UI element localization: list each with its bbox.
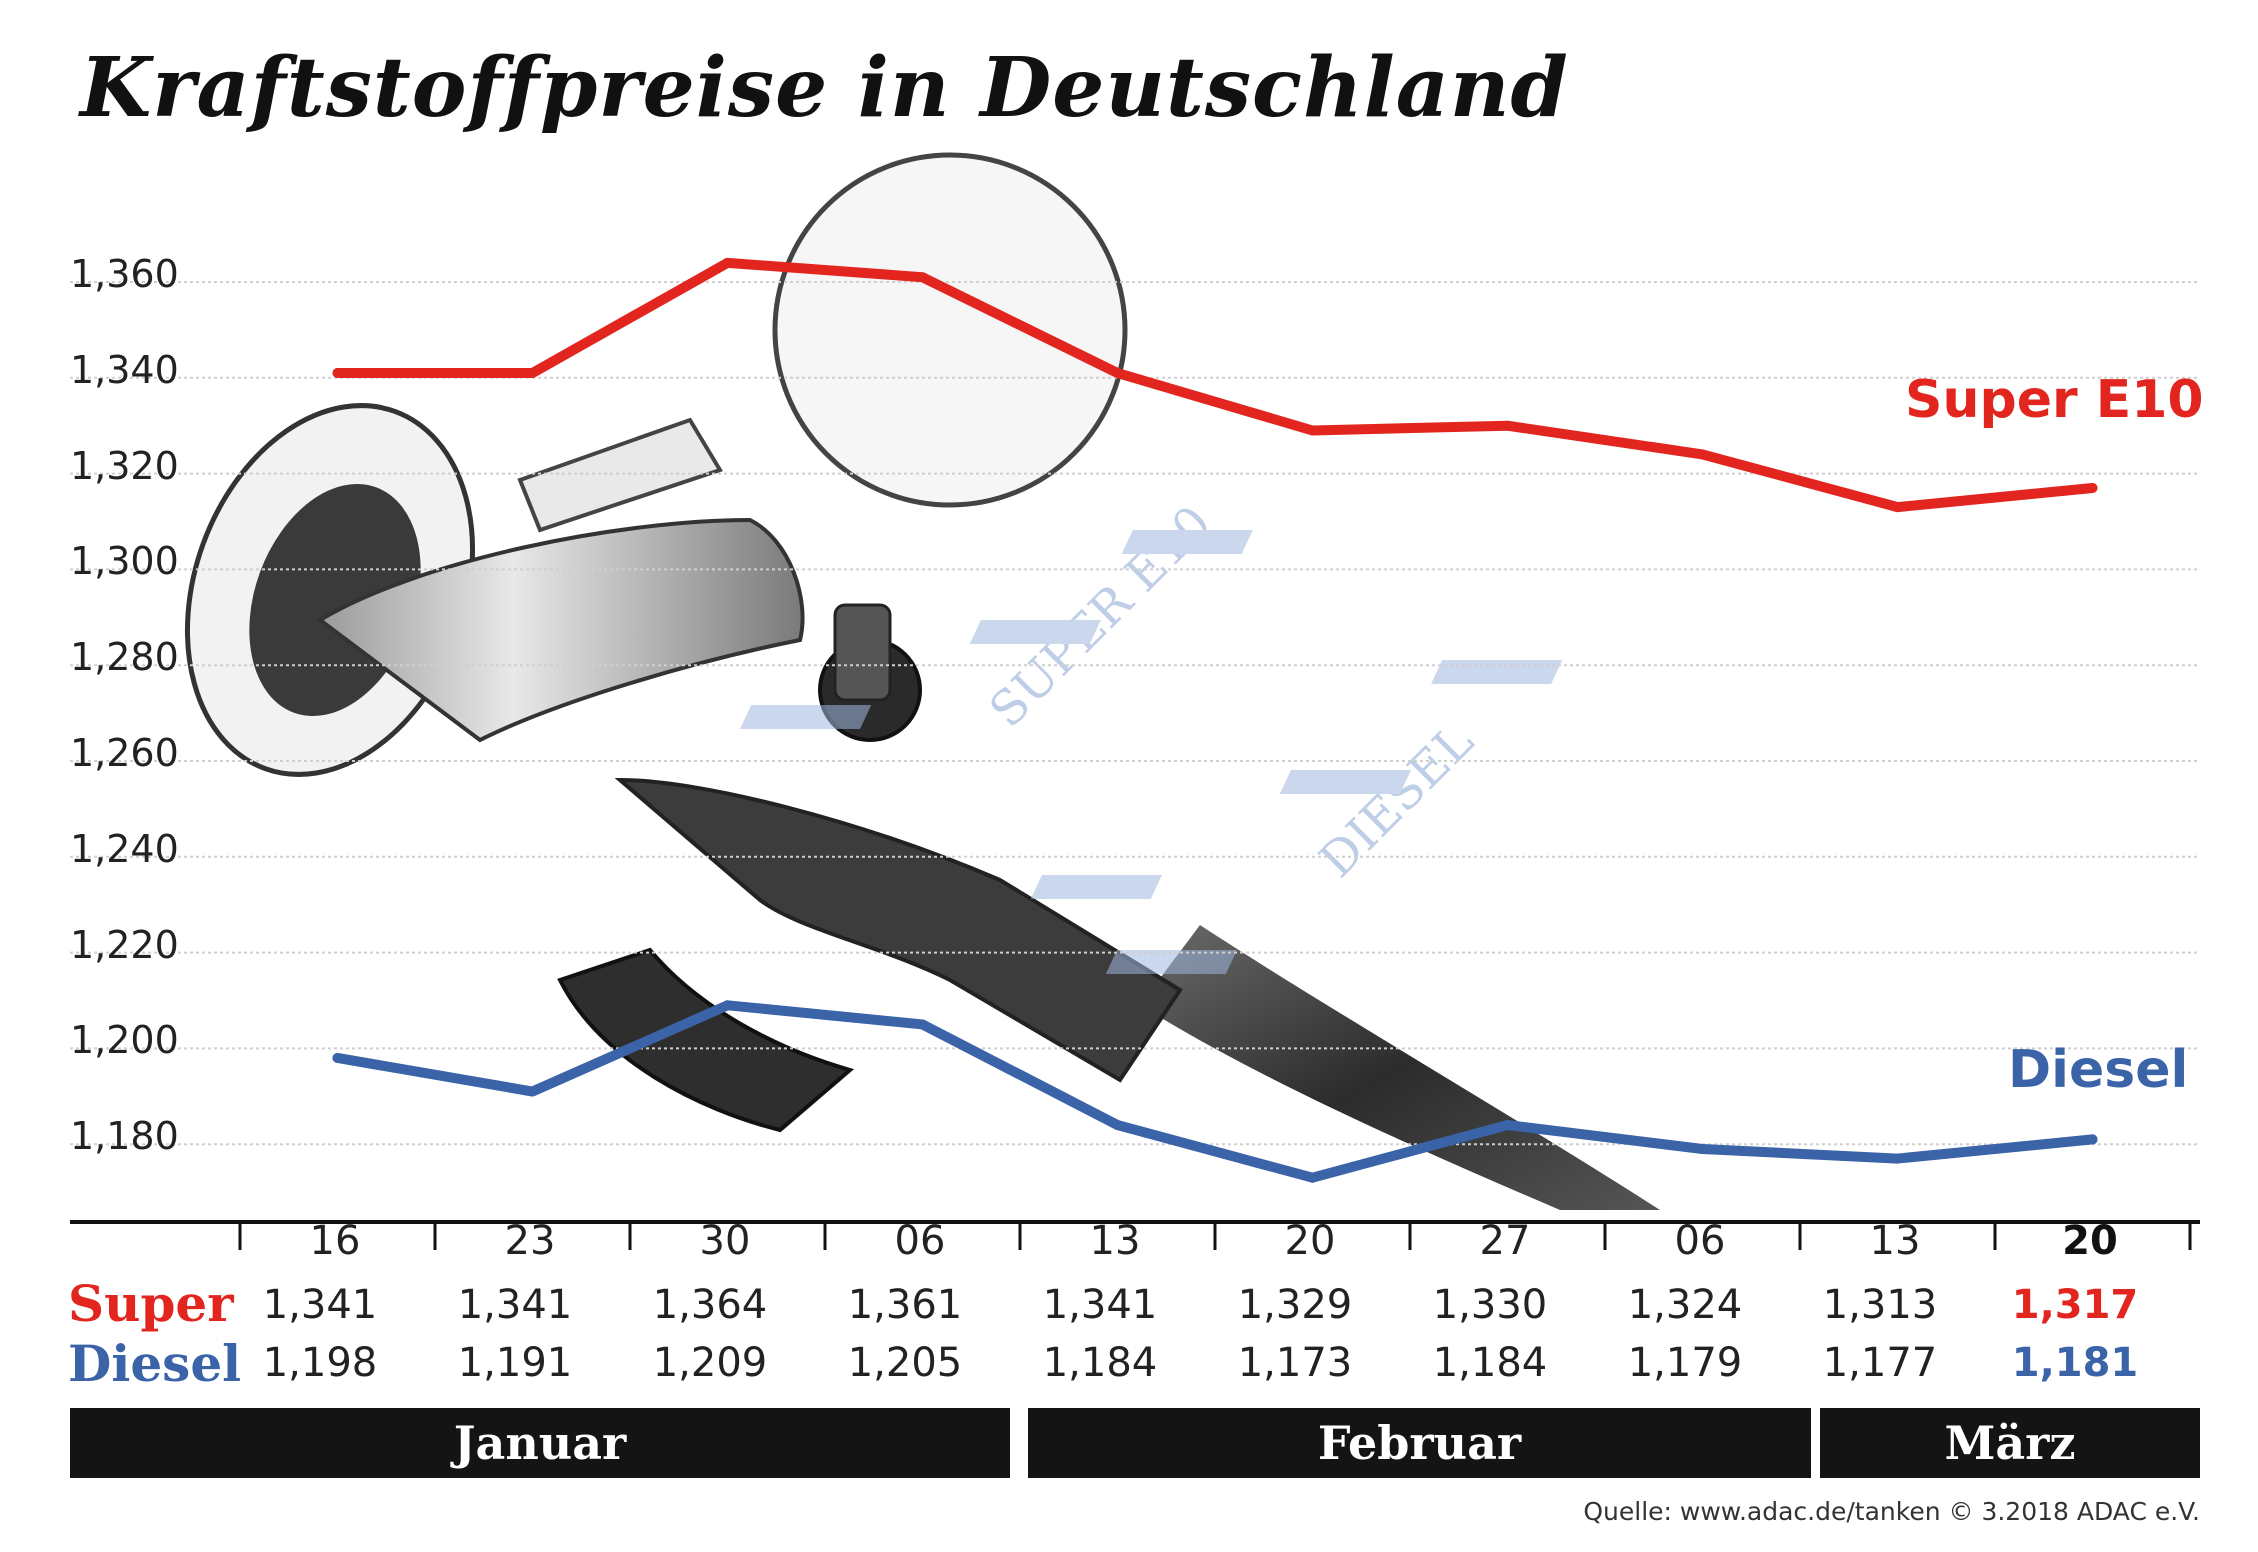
- x-tick-label: 20: [2062, 1218, 2118, 1264]
- data-point: [1112, 368, 1123, 379]
- x-tick-label: 16: [309, 1218, 361, 1264]
- data-point: [527, 1086, 538, 1097]
- table-cell-super: 1,361: [847, 1282, 963, 1328]
- table-cell-super: 1,341: [1042, 1282, 1158, 1328]
- table-cell-super: 1,341: [262, 1282, 378, 1328]
- table-cell-super: 1,329: [1237, 1282, 1353, 1328]
- table-cell-diesel: 1,209: [652, 1340, 768, 1386]
- data-point: [332, 368, 343, 379]
- table-cell-diesel: 1,173: [1237, 1340, 1353, 1386]
- table-label-super: Super: [68, 1274, 234, 1333]
- gridlines: [70, 281, 2200, 1146]
- data-point: [917, 1019, 928, 1030]
- table-cell-super: 1,330: [1432, 1282, 1548, 1328]
- month-bar-february: Februar: [1028, 1408, 1811, 1478]
- data-point: [1502, 420, 1513, 431]
- table-cell-diesel: 1,177: [1822, 1340, 1938, 1386]
- x-tick-label: 13: [1869, 1218, 1921, 1264]
- series-label-super: Super E10: [1905, 370, 2204, 430]
- month-bar-january: Januar: [70, 1408, 1010, 1478]
- nozzle-handle-icon: [614, 777, 1183, 1083]
- x-tick-label: 23: [504, 1218, 556, 1264]
- series-label-diesel: Diesel: [2008, 1040, 2189, 1100]
- series-line-super-e10: [332, 257, 2098, 513]
- y-tick-label: 1,280: [70, 635, 179, 680]
- data-point: [1892, 502, 1903, 513]
- y-tick-label: 1,260: [70, 731, 179, 775]
- data-point: [1697, 449, 1708, 460]
- x-tick-label: 27: [1479, 1218, 1531, 1264]
- data-point: [527, 368, 538, 379]
- table-cell-diesel: 1,184: [1042, 1340, 1158, 1386]
- data-point: [722, 257, 733, 268]
- x-tick-label: 20: [1284, 1218, 1336, 1264]
- data-point: [1892, 1153, 1903, 1164]
- x-tick-label: 06: [894, 1218, 946, 1264]
- data-point: [1307, 1172, 1318, 1183]
- table-label-diesel: Diesel: [68, 1334, 242, 1393]
- month-bar-march: März: [1820, 1408, 2200, 1478]
- table-cell-super: 1,341: [457, 1282, 573, 1328]
- y-tick-label: 1,340: [70, 347, 179, 392]
- x-tick-label: 30: [699, 1218, 751, 1264]
- table-cell-diesel: 1,184: [1432, 1340, 1548, 1386]
- data-point: [1112, 1120, 1123, 1131]
- table-cell-diesel: 1,191: [457, 1340, 573, 1386]
- source-note: Quelle: www.adac.de/tanken © 3.2018 ADAC…: [1583, 1497, 2200, 1526]
- table-cell-diesel: 1,205: [847, 1340, 963, 1386]
- y-tick-label: 1,200: [70, 1018, 179, 1063]
- y-tick-label: 1,300: [70, 539, 179, 584]
- series-line-diesel: [332, 1000, 2098, 1183]
- table-cell-diesel: 1,198: [262, 1340, 378, 1386]
- data-point: [2087, 482, 2098, 493]
- x-tick-label: 13: [1089, 1218, 1141, 1264]
- y-tick-label: 1,180: [70, 1114, 179, 1159]
- data-point: [917, 272, 928, 283]
- data-point: [332, 1052, 343, 1063]
- x-tick-label: 06: [1674, 1218, 1726, 1264]
- data-point: [722, 1000, 733, 1011]
- series-lines: [332, 257, 2098, 1183]
- y-tick-label: 1,320: [70, 443, 179, 488]
- data-point: [1307, 425, 1318, 436]
- data-point: [1502, 1120, 1513, 1131]
- table-cell-super: 1,324: [1627, 1282, 1743, 1328]
- x-axis: [70, 1220, 2200, 1250]
- nozzle-spout-icon: [316, 517, 805, 743]
- data-point: [1697, 1143, 1708, 1154]
- y-tick-label: 1,220: [70, 922, 179, 967]
- data-point: [2087, 1134, 2098, 1145]
- y-tick-label: 1,360: [70, 252, 179, 296]
- table-cell-super: 1,317: [2011, 1282, 2139, 1328]
- fuel-cap-icon: [772, 152, 1128, 508]
- table-cell-diesel: 1,179: [1627, 1340, 1743, 1386]
- table-cell-super: 1,364: [652, 1282, 768, 1328]
- table-cell-diesel: 1,181: [2011, 1340, 2139, 1386]
- chart-title: Kraftstoffpreise in Deutschland: [80, 40, 1569, 136]
- table-cell-super: 1,313: [1822, 1282, 1938, 1328]
- hose-icon: [1140, 925, 1660, 1210]
- y-tick-label: 1,240: [70, 826, 179, 871]
